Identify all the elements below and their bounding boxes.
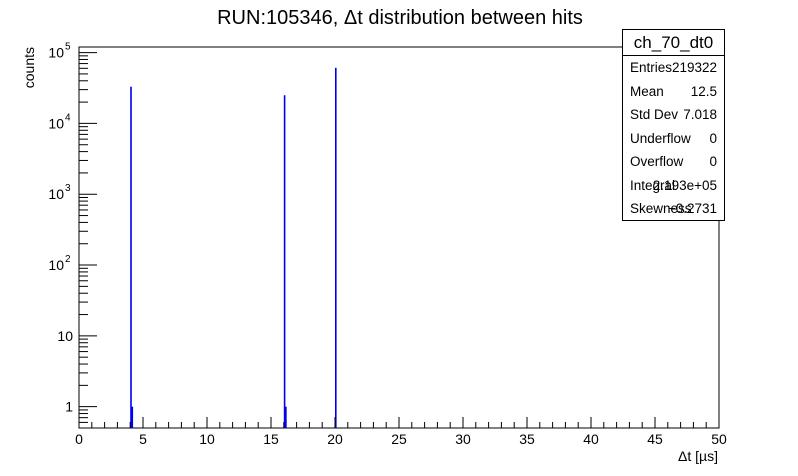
histogram-bar: [130, 86, 132, 429]
y-tick-exponent: 3: [65, 183, 71, 194]
x-tick-label: 45: [647, 431, 663, 447]
stats-value: 0: [709, 130, 717, 146]
stats-key: Overflow: [630, 154, 684, 169]
stats-value: 0: [709, 154, 717, 169]
x-tick-label: 0: [75, 431, 83, 447]
stats-value: 219322: [671, 60, 717, 75]
stats-row-overflow: Overflow 0: [623, 150, 724, 174]
x-tick-label: 10: [199, 431, 215, 447]
y-axis-label: counts: [21, 47, 37, 88]
stats-row-integral: Integral 2.193e+05: [623, 174, 724, 198]
stats-value: 2.193e+05: [652, 177, 717, 193]
x-tick-label: 50: [711, 431, 727, 447]
y-tick-label: 1: [65, 399, 73, 415]
x-tick-label: 15: [263, 431, 279, 447]
stats-key: Mean: [630, 83, 664, 99]
stats-key: Entries: [630, 60, 673, 75]
x-axis: 0 5 10 15 20 25 30 35 40 45 50: [75, 417, 727, 447]
stats-key: Skewness: [630, 201, 692, 216]
stats-key: Underflow: [630, 130, 691, 146]
stats-row-underflow: Underflow 0: [623, 127, 724, 151]
stats-title: ch_70_dt0: [623, 30, 724, 56]
stats-value: 7.018: [683, 107, 717, 122]
x-tick-label: 40: [583, 431, 599, 447]
stats-row-std-dev: Std Dev 7.018: [623, 103, 724, 127]
x-tick-label: 25: [391, 431, 407, 447]
stats-value: −0.2731: [667, 201, 717, 216]
y-tick-label: 10: [48, 115, 64, 131]
stats-box: ch_70_dt0 Entries 219322 Mean 12.5 Std D…: [622, 29, 725, 221]
histogram-bar: [283, 95, 286, 429]
x-tick-label: 5: [139, 431, 147, 447]
stats-row-skewness: Skewness −0.2731: [623, 197, 724, 221]
y-tick-label: 10: [48, 257, 64, 273]
y-tick-label: 10: [57, 328, 73, 344]
histogram-bars: [130, 67, 337, 429]
y-tick-label: 10: [48, 45, 64, 61]
stats-row-entries: Entries 219322: [623, 56, 724, 80]
stats-key: Integral: [630, 177, 676, 193]
x-tick-label: 20: [327, 431, 343, 447]
chart-title: RUN:105346, Δt distribution between hits: [217, 7, 583, 29]
y-tick-exponent: 2: [65, 254, 71, 265]
stats-row-mean: Mean 12.5: [623, 80, 724, 104]
x-axis-label: Δt [µs]: [678, 448, 718, 464]
y-tick-exponent: 4: [65, 112, 71, 123]
stats-value: 12.5: [690, 83, 717, 99]
x-tick-label: 35: [519, 431, 535, 447]
histogram-bar: [131, 406, 134, 428]
histogram-bar: [285, 406, 287, 428]
histogram-bar: [335, 67, 337, 428]
y-tick-exponent: 5: [65, 42, 71, 53]
stats-key: Std Dev: [630, 107, 679, 122]
y-tick-label: 10: [48, 186, 64, 202]
x-tick-label: 30: [455, 431, 471, 447]
